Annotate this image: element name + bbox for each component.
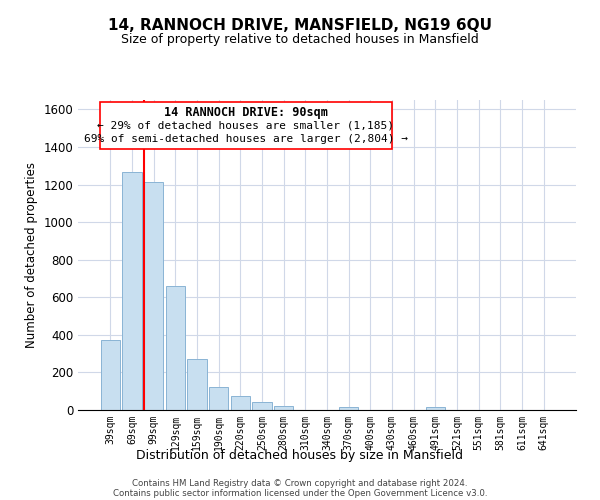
Text: Contains HM Land Registry data © Crown copyright and database right 2024.: Contains HM Land Registry data © Crown c… <box>132 478 468 488</box>
Text: 69% of semi-detached houses are larger (2,804) →: 69% of semi-detached houses are larger (… <box>84 134 408 143</box>
Bar <box>274 406 293 410</box>
FancyBboxPatch shape <box>100 102 392 149</box>
Bar <box>187 360 207 410</box>
Bar <box>209 388 229 410</box>
Bar <box>339 407 358 410</box>
Bar <box>122 172 142 410</box>
Text: 14 RANNOCH DRIVE: 90sqm: 14 RANNOCH DRIVE: 90sqm <box>164 106 328 119</box>
Y-axis label: Number of detached properties: Number of detached properties <box>25 162 38 348</box>
Bar <box>230 396 250 410</box>
Bar <box>166 286 185 410</box>
Text: ← 29% of detached houses are smaller (1,185): ← 29% of detached houses are smaller (1,… <box>97 120 394 130</box>
Bar <box>425 407 445 410</box>
Bar <box>101 340 120 410</box>
Text: Distribution of detached houses by size in Mansfield: Distribution of detached houses by size … <box>137 448 464 462</box>
Bar <box>144 182 163 410</box>
Text: Size of property relative to detached houses in Mansfield: Size of property relative to detached ho… <box>121 32 479 46</box>
Text: Contains public sector information licensed under the Open Government Licence v3: Contains public sector information licen… <box>113 488 487 498</box>
Text: 14, RANNOCH DRIVE, MANSFIELD, NG19 6QU: 14, RANNOCH DRIVE, MANSFIELD, NG19 6QU <box>108 18 492 32</box>
Bar <box>252 402 272 410</box>
